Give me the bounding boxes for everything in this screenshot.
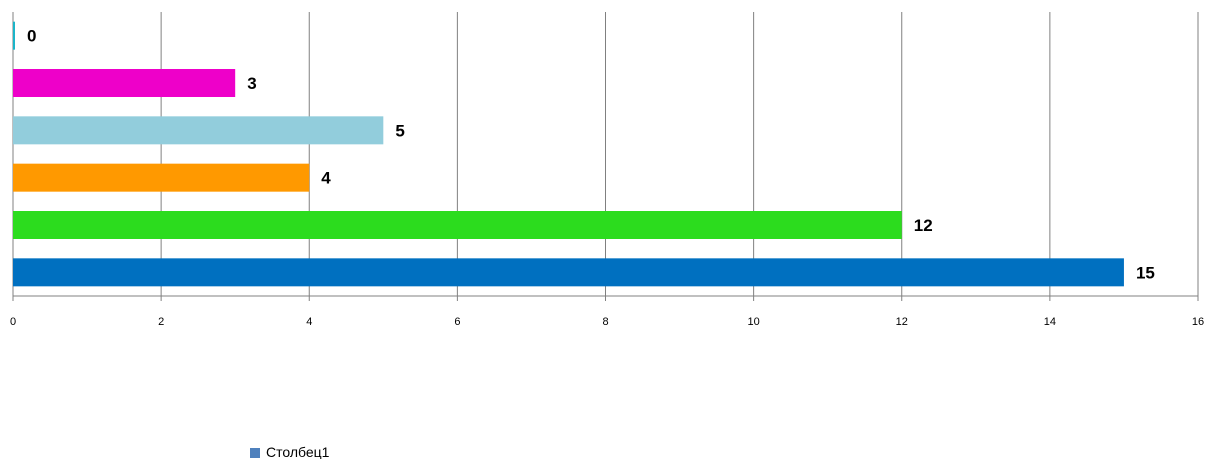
bar-5 bbox=[13, 258, 1124, 287]
x-tick-label-6: 6 bbox=[454, 316, 460, 328]
labels-layer: 0 3 5 4 12 15 bbox=[27, 27, 1155, 283]
bar-2 bbox=[13, 116, 384, 145]
data-label-4: 12 bbox=[914, 216, 933, 235]
bar-0 bbox=[13, 21, 15, 50]
x-tick-label-4: 4 bbox=[306, 316, 312, 328]
x-tick-label-8: 8 bbox=[602, 316, 608, 328]
x-tick-label-2: 2 bbox=[158, 316, 164, 328]
legend-marker bbox=[250, 448, 260, 458]
bar-1 bbox=[13, 69, 236, 97]
x-tick-label-14: 14 bbox=[1044, 316, 1056, 328]
bars-layer bbox=[13, 21, 1124, 287]
bar-3 bbox=[13, 163, 310, 192]
legend: Столбец1 bbox=[250, 444, 330, 459]
x-axis-ticks: 0 2 4 6 8 10 12 14 16 bbox=[10, 316, 1204, 328]
data-label-3: 4 bbox=[321, 169, 331, 188]
x-tick-label-10: 10 bbox=[748, 316, 760, 328]
data-label-2: 5 bbox=[395, 121, 404, 140]
data-label-5: 15 bbox=[1136, 263, 1155, 282]
x-tick-label-12: 12 bbox=[896, 316, 908, 328]
x-tick-label-0: 0 bbox=[10, 316, 16, 328]
legend-label: Столбец1 bbox=[266, 444, 330, 459]
bar-4 bbox=[13, 211, 902, 239]
x-tick-label-16: 16 bbox=[1192, 316, 1204, 328]
data-label-1: 3 bbox=[247, 74, 256, 93]
grid-layer bbox=[12, 12, 1199, 301]
data-label-0: 0 bbox=[27, 27, 36, 46]
